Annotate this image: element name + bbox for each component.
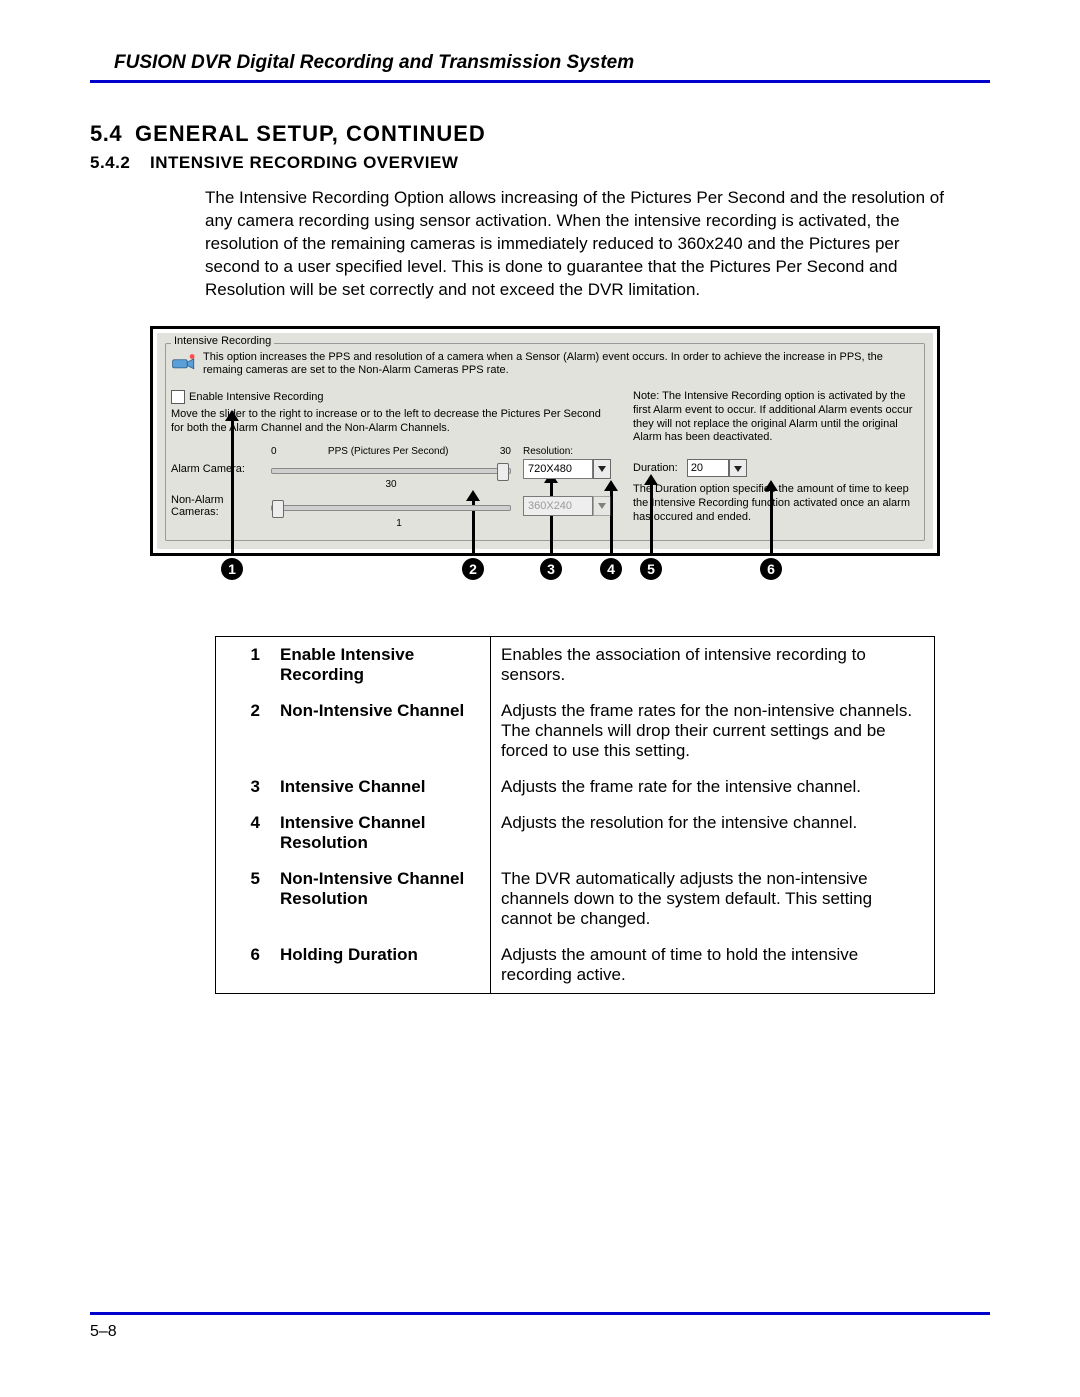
duration-help-text: The Duration option specifies the amount… xyxy=(633,483,919,524)
row-number: 6 xyxy=(216,937,271,994)
callout-number: 5 xyxy=(640,558,662,580)
pps-max-label: 30 xyxy=(500,446,511,457)
callout-number: 1 xyxy=(221,558,243,580)
row-description: Enables the association of intensive rec… xyxy=(491,636,935,693)
row-description: Adjusts the frame rates for the non-inte… xyxy=(491,693,935,769)
alarm-pps-value: 30 xyxy=(271,479,511,490)
row-number: 5 xyxy=(216,861,271,937)
alarm-resolution-select[interactable]: 720X480 xyxy=(523,459,593,479)
slider-help-text: Move the slider to the right to increase… xyxy=(171,408,601,436)
intensive-recording-panel: Intensive Recording This option increase… xyxy=(156,332,934,550)
row-description: The DVR automatically adjusts the non-in… xyxy=(491,861,935,937)
page-header-title: FUSION DVR Digital Recording and Transmi… xyxy=(114,52,990,74)
pps-center-label: PPS (Pictures Per Second) xyxy=(328,446,449,457)
dialog-frame: Intensive Recording This option increase… xyxy=(150,326,940,556)
camera-alarm-icon xyxy=(171,351,197,375)
row-number: 4 xyxy=(216,805,271,861)
section-title: GENERAL SETUP, CONTINUED xyxy=(135,121,486,147)
table-row: 6Holding DurationAdjusts the amount of t… xyxy=(216,937,935,994)
row-description: Adjusts the amount of time to hold the i… xyxy=(491,937,935,994)
nonalarm-resolution-select: 360X240 xyxy=(523,496,593,516)
body-paragraph: The Intensive Recording Option allows in… xyxy=(205,187,945,302)
dialog-description: This option increases the PPS and resolu… xyxy=(203,351,919,379)
row-description: Adjusts the resolution for the intensive… xyxy=(491,805,935,861)
row-number: 1 xyxy=(216,636,271,693)
enable-intensive-checkbox[interactable]: Enable Intensive Recording xyxy=(171,390,621,404)
alarm-resolution-dropdown-button[interactable] xyxy=(593,459,611,479)
row-number: 2 xyxy=(216,693,271,769)
table-row: 1Enable Intensive RecordingEnables the a… xyxy=(216,636,935,693)
section-number: 5.4 xyxy=(90,121,135,147)
callout-number: 2 xyxy=(462,558,484,580)
row-term: Non-Intensive Channel xyxy=(270,693,491,769)
row-term: Intensive Channel Resolution xyxy=(270,805,491,861)
callout-number: 4 xyxy=(600,558,622,580)
table-row: 5Non-Intensive Channel ResolutionThe DVR… xyxy=(216,861,935,937)
duration-input[interactable]: 20 xyxy=(687,459,729,477)
row-description: Adjusts the frame rate for the intensive… xyxy=(491,769,935,805)
nonalarm-camera-label: Non-Alarm Cameras: xyxy=(171,494,271,518)
row-term: Intensive Channel xyxy=(270,769,491,805)
subsection-title: INTENSIVE RECORDING OVERVIEW xyxy=(150,153,458,173)
duration-dropdown-button[interactable] xyxy=(729,459,747,477)
table-row: 2Non-Intensive ChannelAdjusts the frame … xyxy=(216,693,935,769)
subsection-number: 5.4.2 xyxy=(90,153,150,173)
row-term: Enable Intensive Recording xyxy=(270,636,491,693)
table-row: 4Intensive Channel ResolutionAdjusts the… xyxy=(216,805,935,861)
duration-label: Duration: xyxy=(633,462,678,474)
alarm-pps-slider[interactable] xyxy=(271,468,511,474)
page-number: 5–8 xyxy=(90,1323,990,1341)
nonalarm-pps-slider[interactable] xyxy=(271,505,511,511)
table-row: 3Intensive ChannelAdjusts the frame rate… xyxy=(216,769,935,805)
callout-number: 6 xyxy=(760,558,782,580)
enable-intensive-label: Enable Intensive Recording xyxy=(189,391,324,403)
callout-number: 3 xyxy=(540,558,562,580)
header-rule xyxy=(90,80,990,83)
footer-rule xyxy=(90,1312,990,1315)
row-term: Non-Intensive Channel Resolution xyxy=(270,861,491,937)
nonalarm-resolution-dropdown-button xyxy=(593,496,611,516)
row-number: 3 xyxy=(216,769,271,805)
callout-description-table: 1Enable Intensive RecordingEnables the a… xyxy=(215,636,935,994)
dialog-note: Note: The Intensive Recording option is … xyxy=(633,390,919,445)
alarm-camera-label: Alarm Camera: xyxy=(171,463,271,475)
row-term: Holding Duration xyxy=(270,937,491,994)
nonalarm-pps-value: 1 xyxy=(271,518,519,529)
resolution-header-label: Resolution: xyxy=(523,446,573,457)
pps-min-label: 0 xyxy=(271,446,277,457)
